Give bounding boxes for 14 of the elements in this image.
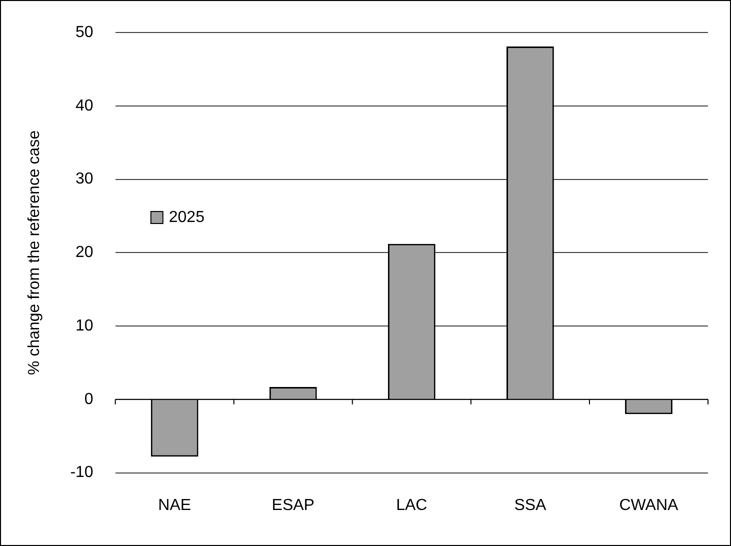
y-tick-label: 10 — [76, 317, 94, 334]
x-tick-label: SSA — [514, 496, 547, 514]
y-tick-label: 50 — [76, 24, 94, 42]
x-tick-label: LAC — [396, 496, 428, 514]
y-axis-title: % change from the reference case — [26, 130, 44, 375]
x-tick-label: NAE — [158, 496, 192, 514]
y-tick-label: 20 — [76, 244, 94, 262]
y-tick-label: 0 — [84, 390, 94, 408]
y-tick-label: 30 — [76, 170, 94, 188]
y-tick-label: -10 — [70, 464, 94, 482]
legend-label: 2025 — [168, 208, 205, 226]
x-tick-label: CWANA — [619, 496, 679, 514]
x-tick-label: ESAP — [272, 496, 314, 514]
y-tick-label: 40 — [76, 97, 94, 114]
